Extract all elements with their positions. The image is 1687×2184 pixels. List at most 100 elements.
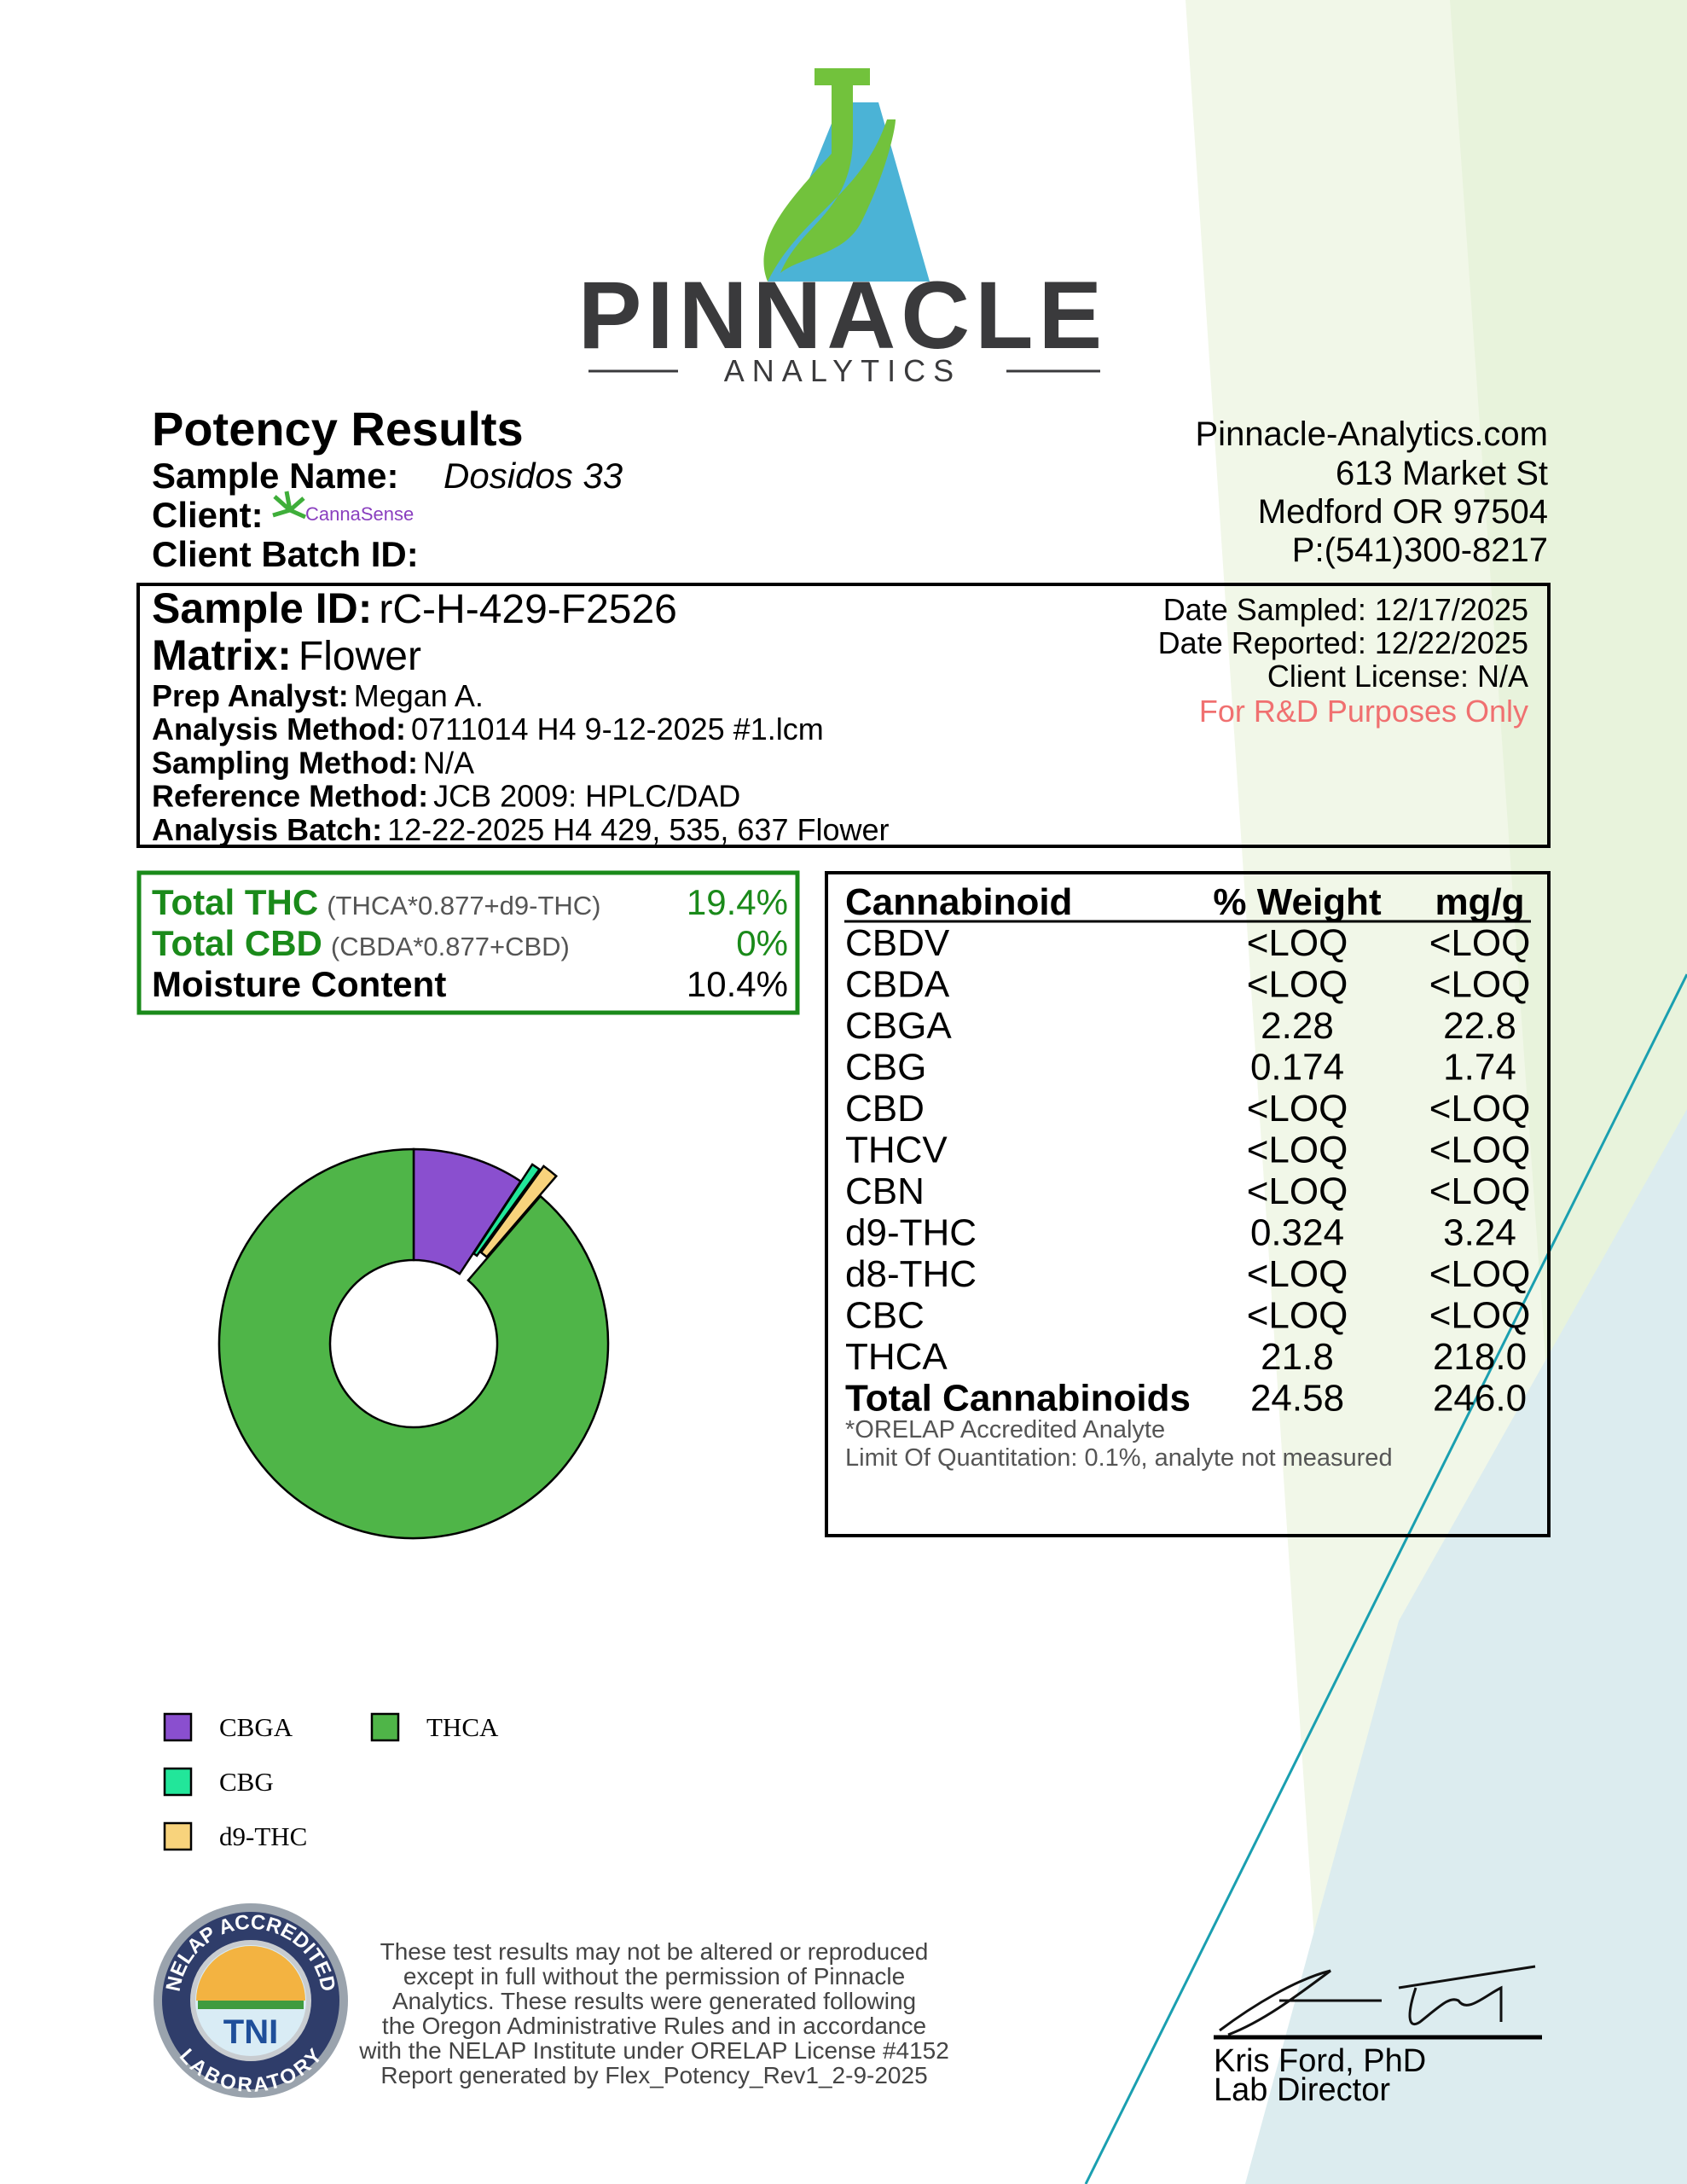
table-cell: d8-THC — [845, 1253, 977, 1295]
bg-band — [1245, 1109, 1687, 2184]
table-header: Cannabinoid — [845, 881, 1072, 923]
legend-label: THCA — [426, 1712, 499, 1742]
sample-field: Analysis Method: 0711014 H4 9-12-2025 #1.… — [152, 712, 824, 746]
legend: CBGA CBG d9-THC THCA — [163, 1712, 499, 1851]
table-cell: CBC — [845, 1295, 925, 1337]
summary-box — [136, 870, 800, 1015]
table-cell: CBG — [845, 1047, 926, 1089]
label: Analysis Method: — [152, 712, 406, 746]
signer-title: Lab Director — [1214, 2072, 1390, 2108]
value: N/A — [423, 745, 474, 780]
summary-row: Total THC (THCA*0.877+d9-THC) — [152, 882, 601, 922]
legend-label: d9-THC — [219, 1821, 307, 1851]
table-cell: CBDA — [845, 964, 950, 1006]
summary-label: Total THC — [152, 882, 318, 922]
table-cell: 21.8 — [1261, 1336, 1334, 1378]
nelap-seal: TNI NELAP ACCREDITED LABORATORY — [154, 1903, 348, 2098]
table-cell: <LOQ — [1247, 1253, 1348, 1295]
logo-tagline: ANALYTICS — [724, 353, 961, 388]
client-label: Client: — [152, 495, 264, 535]
matrix: Matrix: Flower — [152, 631, 421, 679]
table-cell: CBD — [845, 1088, 925, 1130]
pie-chart — [217, 1147, 610, 1540]
table-cell: 24.58 — [1250, 1378, 1344, 1420]
summary-value: 10.4% — [687, 964, 788, 1004]
table-cell: 0.324 — [1250, 1212, 1344, 1254]
label: Sample Name: — [152, 456, 398, 496]
date-sampled: Date Sampled: 12/17/2025 — [1163, 592, 1528, 627]
disclaimer-line: Analytics. These results were generated … — [392, 1988, 916, 2014]
legend-label: CBGA — [219, 1712, 293, 1742]
lab-street: 613 Market St — [1336, 455, 1548, 492]
value: Dosidos 33 — [443, 456, 623, 496]
sample-field: Prep Analyst: Megan A. — [152, 678, 484, 713]
lab-website: Pinnacle-Analytics.com — [1196, 415, 1549, 453]
value: 12-22-2025 H4 429, 535, 637 Flower — [387, 812, 889, 847]
table-cell: 246.0 — [1433, 1378, 1527, 1420]
logo-name: PINNACLE — [578, 262, 1107, 369]
table-cell: <LOQ — [1247, 1130, 1348, 1171]
table-note: Limit Of Quantitation: 0.1%, analyte not… — [845, 1444, 1393, 1472]
summary-row: Total CBD (CBDA*0.877+CBD) — [152, 923, 570, 963]
disclaimer-line: These test results may not be altered or… — [380, 1938, 929, 1965]
summary-formula: (THCA*0.877+d9-THC) — [327, 891, 600, 921]
table-cell: CBN — [845, 1170, 925, 1212]
table-cell: THCA — [845, 1336, 948, 1378]
table-cell: d9-THC — [845, 1212, 977, 1254]
label: Sampling Method: — [152, 745, 418, 780]
table-cell: 3.24 — [1443, 1212, 1516, 1254]
logo: PINNACLE ANALYTICS — [578, 68, 1107, 388]
sample-field: Reference Method: JCB 2009: HPLC/DAD — [152, 779, 740, 814]
table-cell: <LOQ — [1247, 1295, 1348, 1337]
sample-field: Analysis Batch: 12-22-2025 H4 429, 535, 6… — [152, 812, 890, 847]
label: Analysis Batch: — [152, 812, 382, 847]
seal-center: TNI — [223, 2013, 278, 2051]
table-cell: <LOQ — [1429, 1295, 1531, 1337]
value: rC-H-429-F2526 — [379, 587, 676, 632]
label: Reference Method: — [152, 779, 428, 814]
table-cell: 22.8 — [1443, 1005, 1516, 1047]
sample-fields: Prep Analyst: Megan A.Analysis Method: 071… — [152, 678, 890, 847]
summary-formula: (CBDA*0.877+CBD) — [331, 932, 570, 961]
lab-city: Medford OR 97504 — [1258, 493, 1548, 531]
lab-phone: P:(541)300-8217 — [1292, 531, 1548, 569]
table-cell: <LOQ — [1247, 1088, 1348, 1130]
summary-label: Moisture Content — [152, 964, 446, 1004]
value: Megan A. — [354, 678, 484, 713]
disclaimer-line: except in full without the permission of… — [403, 1963, 905, 1989]
pie-slice — [472, 1163, 542, 1258]
value: Flower — [299, 634, 421, 679]
table-header: mg/g — [1435, 881, 1524, 923]
table-cell: <LOQ — [1429, 1130, 1531, 1171]
pie-slice — [217, 1147, 610, 1540]
legend-swatch — [370, 1712, 400, 1742]
table-cell: <LOQ — [1429, 922, 1531, 964]
table-cell: <LOQ — [1429, 1253, 1531, 1295]
summary-label: Total CBD — [152, 923, 322, 963]
purpose: For R&D Purposes Only — [1199, 694, 1528, 729]
table-cell: 2.28 — [1261, 1005, 1334, 1047]
client-logo: CannaSense — [272, 491, 414, 525]
table-cell: <LOQ — [1429, 964, 1531, 1006]
table-cell: <LOQ — [1247, 922, 1348, 964]
table-cell: 218.0 — [1433, 1336, 1527, 1378]
sample-id: Sample ID: rC-H-429-F2526 — [152, 584, 677, 632]
report-title: Potency Results — [152, 402, 524, 456]
batch-label: Client Batch ID: — [152, 534, 419, 574]
signer-name: Kris Ford, PhD — [1214, 2043, 1426, 2079]
table-cell: CBGA — [845, 1005, 952, 1047]
sample-field: Sampling Method: N/A — [152, 745, 474, 780]
table-cell: <LOQ — [1247, 1170, 1348, 1212]
summary-value: 19.4% — [687, 882, 788, 922]
table-cell: <LOQ — [1429, 1088, 1531, 1130]
disclaimer-line: the Oregon Administrative Rules and in a… — [382, 2013, 926, 2039]
value: 0711014 H4 9-12-2025 #1.lcm — [411, 712, 824, 746]
client-license: Client License: N/A — [1267, 659, 1528, 694]
table-cell: CBDV — [845, 922, 950, 964]
table-cell: Total Cannabinoids — [845, 1378, 1191, 1420]
table-cell: 0.174 — [1250, 1047, 1344, 1089]
disclaimer: These test results may not be altered or… — [358, 1938, 949, 2088]
legend-label: CBG — [219, 1767, 274, 1797]
disclaimer-line: with the NELAP Institute under ORELAP Li… — [358, 2037, 949, 2064]
